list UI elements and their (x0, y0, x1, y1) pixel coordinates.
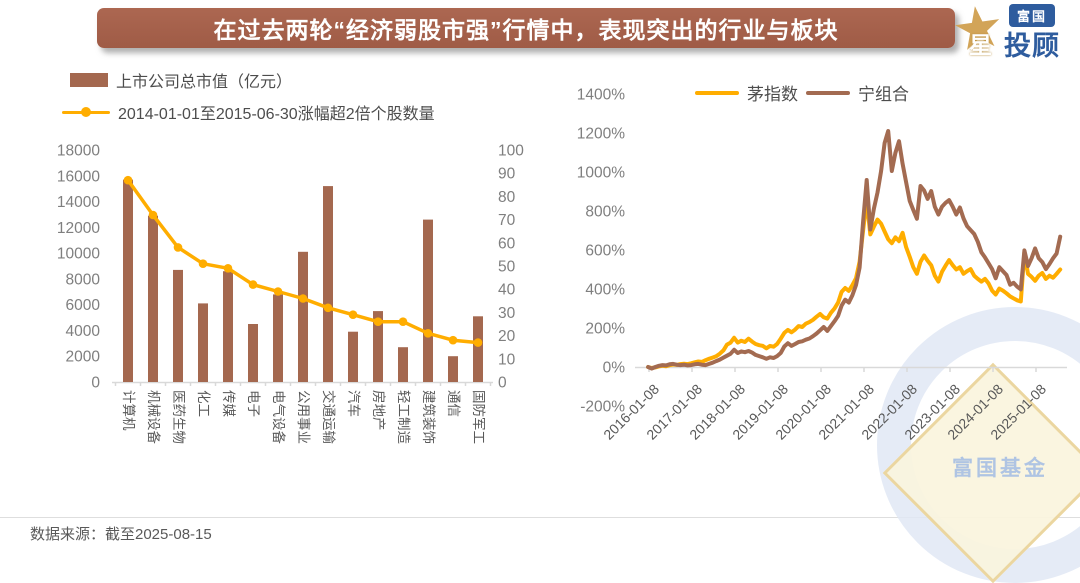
data-source-note: 数据来源：截至2025-08-15 (30, 526, 212, 543)
count-line-marker (323, 303, 333, 313)
bar-公用事业 (298, 251, 308, 382)
left-axis-tick: 6000 (66, 297, 101, 314)
count-line-marker (198, 259, 208, 268)
left-axis-tick: 18000 (57, 143, 100, 160)
y-axis-tick: 1200% (577, 126, 625, 143)
left-axis-tick: 4000 (66, 323, 101, 340)
category-label: 化工 (196, 390, 211, 417)
count-line-marker (398, 317, 408, 327)
left-axis-tick: 12000 (57, 220, 100, 237)
count-line-marker (298, 294, 308, 303)
brand-logo: ★ 星 富国 投顾 (948, 0, 1080, 64)
category-label: 机械设备 (146, 390, 162, 444)
bar-计算机 (123, 179, 133, 382)
bar-机械设备 (148, 215, 158, 382)
left-axis-tick: 2000 (66, 349, 101, 366)
right-axis-tick: 70 (498, 212, 516, 229)
right-axis-tick: 100 (498, 143, 524, 160)
category-label: 传媒 (221, 390, 236, 417)
category-label: 房地产 (371, 390, 386, 431)
bar-通信 (448, 356, 458, 382)
y-axis-tick: 200% (585, 321, 625, 338)
bar-传媒 (223, 271, 233, 382)
bar-房地产 (373, 311, 383, 382)
left-axis-tick: 14000 (57, 194, 100, 211)
page-title: 在过去两轮“经济弱股市强”行情中，表现突出的行业与板块 (97, 8, 955, 48)
category-label: 通信 (446, 390, 461, 417)
right-axis-tick: 40 (498, 282, 516, 299)
bar-轻工制造 (398, 347, 408, 382)
count-line-marker (348, 310, 358, 319)
bar-电子 (248, 324, 258, 382)
category-label: 轻工制造 (396, 390, 411, 444)
bar-医药生物 (173, 269, 183, 382)
category-label: 国防军工 (471, 390, 486, 444)
right-axis-tick: 0 (498, 375, 507, 392)
bar-legend-swatch (70, 73, 108, 87)
right-axis-tick: 20 (498, 328, 516, 345)
category-label: 建筑装饰 (421, 390, 436, 444)
industry-chart-plot: 1800016000140001200010000800060004000200… (57, 143, 524, 445)
y-axis-tick: 800% (585, 204, 625, 221)
left-chart-legend-bar: 上市公司总市值（亿元） (70, 68, 292, 92)
bar-交通运输 (323, 186, 333, 382)
right-axis-tick: 30 (498, 305, 516, 322)
trend-chart-plot: 1400%1200%1000%800%600%400%200%0%-200%20… (577, 87, 1067, 443)
mao-legend-dash (695, 90, 739, 95)
right-axis-tick: 90 (498, 166, 516, 183)
y-axis-tick: 400% (585, 282, 625, 299)
category-label: 计算机 (121, 390, 136, 431)
count-line-marker (423, 329, 433, 338)
right-axis-tick: 10 (498, 351, 516, 368)
bar-legend-label: 上市公司总市值（亿元） (116, 74, 293, 91)
y-axis-tick: 1000% (577, 165, 625, 182)
y-axis-tick: 0% (603, 360, 626, 377)
right-axis-tick: 60 (498, 235, 516, 252)
category-label: 医药生物 (171, 390, 186, 444)
ning-legend-dash (806, 90, 850, 95)
mao-legend-label: 茅指数 (747, 85, 798, 104)
left-chart-legend-line: 2014-01-01至2015-06-30涨幅超2倍个股数量 (62, 100, 435, 124)
line-legend-marker (62, 107, 110, 117)
right-chart-legend: 茅指数 宁组合 (695, 80, 909, 105)
bar-电气设备 (273, 294, 283, 382)
category-label: 公用事业 (296, 390, 311, 444)
logo-badge: 富国 (1009, 4, 1056, 27)
left-axis-tick: 0 (91, 375, 100, 392)
logo-suffix: 投顾 (1004, 31, 1060, 61)
right-axis-tick: 50 (498, 259, 516, 276)
y-axis-tick: -200% (580, 399, 625, 416)
count-line-marker (273, 287, 283, 296)
right-axis-tick: 80 (498, 189, 516, 206)
count-line-marker (473, 338, 483, 347)
count-line-marker (448, 335, 458, 345)
left-axis-tick: 16000 (57, 168, 100, 185)
series-line-宁组合 (646, 129, 1063, 371)
count-line-marker (223, 264, 233, 273)
category-label: 交通运输 (321, 390, 337, 444)
count-line-marker (173, 243, 183, 252)
left-axis-tick: 8000 (66, 271, 101, 288)
footer-divider (0, 517, 1080, 518)
line-legend-label: 2014-01-01至2015-06-30涨幅超2倍个股数量 (118, 106, 435, 123)
count-line-marker (248, 280, 258, 289)
bar-建筑装饰 (423, 219, 433, 382)
count-line-marker (148, 210, 158, 220)
left-axis-tick: 10000 (57, 246, 100, 263)
y-axis-tick: 1400% (577, 87, 625, 104)
category-label: 汽车 (346, 390, 362, 417)
logo-star-char: 星 (969, 32, 992, 58)
bar-汽车 (348, 331, 358, 382)
bar-化工 (198, 303, 208, 382)
ning-legend-label: 宁组合 (858, 85, 909, 104)
category-label: 电子 (246, 390, 261, 417)
category-label: 电气设备 (271, 390, 287, 444)
count-line-marker (123, 175, 133, 185)
bar-国防军工 (473, 316, 483, 382)
count-line-marker (373, 317, 383, 327)
y-axis-tick: 600% (585, 243, 625, 260)
series-line-茅指数 (646, 198, 1063, 370)
